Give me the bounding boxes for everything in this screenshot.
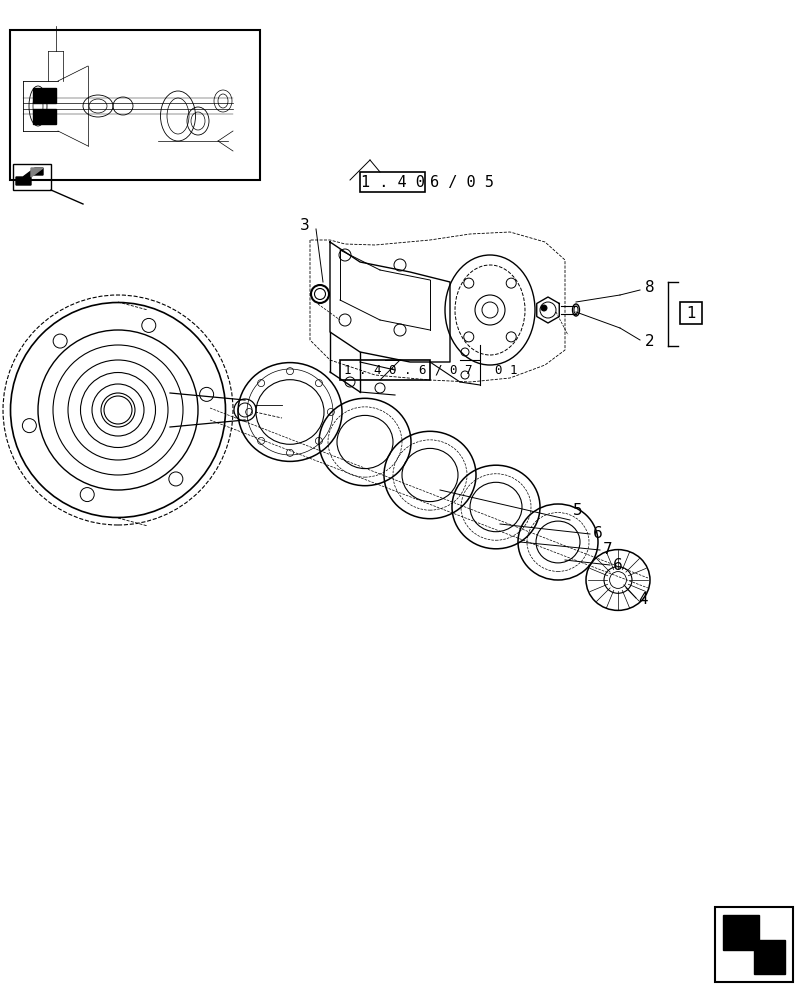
Circle shape xyxy=(540,305,547,311)
Polygon shape xyxy=(16,168,43,185)
Bar xyxy=(340,360,430,380)
Text: 6: 6 xyxy=(612,558,622,572)
Bar xyxy=(714,907,792,982)
Polygon shape xyxy=(33,88,56,103)
Polygon shape xyxy=(31,168,43,177)
Text: 2: 2 xyxy=(644,334,654,350)
Bar xyxy=(10,30,260,180)
Text: 6 / 0 5: 6 / 0 5 xyxy=(430,175,493,190)
Bar xyxy=(359,172,424,192)
Bar xyxy=(679,302,702,324)
Text: 6: 6 xyxy=(592,526,602,542)
Polygon shape xyxy=(33,109,56,124)
Text: 1 . 4 0: 1 . 4 0 xyxy=(360,175,424,190)
Bar xyxy=(13,164,51,190)
Text: 1: 1 xyxy=(685,306,695,320)
Text: 3: 3 xyxy=(300,218,310,233)
Text: 8: 8 xyxy=(644,280,654,296)
Text: 4: 4 xyxy=(637,592,647,607)
Text: / 0 7   0 1: / 0 7 0 1 xyxy=(435,363,517,376)
Text: 5: 5 xyxy=(573,503,582,518)
Polygon shape xyxy=(722,915,784,974)
Text: 1 . 4 0 . 6: 1 . 4 0 . 6 xyxy=(343,363,426,376)
Text: 7: 7 xyxy=(603,542,611,558)
